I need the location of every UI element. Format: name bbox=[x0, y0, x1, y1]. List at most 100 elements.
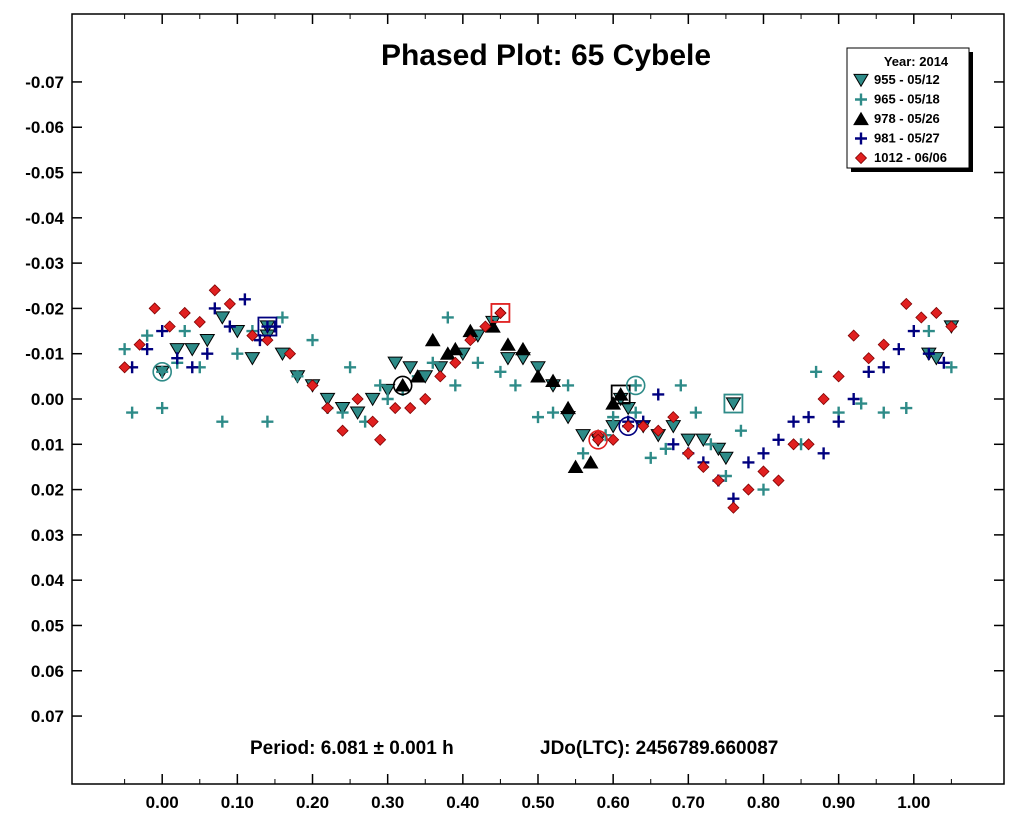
data-point bbox=[364, 392, 381, 407]
data-point bbox=[930, 306, 943, 320]
data-point bbox=[261, 415, 274, 428]
y-tick-label: -0.04 bbox=[25, 209, 64, 228]
data-point bbox=[612, 387, 629, 401]
series-1 bbox=[118, 311, 958, 496]
series-3 bbox=[126, 293, 950, 505]
data-point bbox=[148, 302, 161, 315]
data-point bbox=[817, 392, 830, 406]
data-point bbox=[652, 388, 665, 401]
data-point bbox=[620, 401, 637, 416]
highlight-circle bbox=[625, 375, 646, 396]
data-point bbox=[667, 438, 680, 451]
data-point bbox=[171, 352, 184, 365]
data-point bbox=[276, 311, 289, 324]
data-point bbox=[494, 306, 507, 320]
data-point bbox=[725, 397, 742, 411]
data-point bbox=[727, 501, 740, 514]
highlight-square bbox=[723, 393, 744, 414]
data-point bbox=[787, 415, 800, 428]
data-point bbox=[832, 415, 845, 428]
data-point bbox=[449, 379, 462, 392]
data-point bbox=[877, 361, 890, 374]
data-point bbox=[223, 297, 236, 310]
data-point bbox=[156, 325, 169, 338]
data-point bbox=[500, 337, 516, 351]
data-point bbox=[374, 379, 387, 392]
data-point bbox=[682, 447, 695, 460]
legend-marker bbox=[853, 73, 869, 88]
data-point bbox=[349, 406, 366, 420]
data-point bbox=[877, 406, 890, 419]
data-point bbox=[802, 411, 815, 424]
data-point bbox=[734, 424, 747, 437]
legend-marker bbox=[855, 132, 867, 145]
x-tick-label: 1.00 bbox=[897, 793, 930, 812]
data-point bbox=[118, 361, 131, 374]
data-point bbox=[622, 420, 635, 433]
data-point bbox=[351, 392, 364, 406]
data-point bbox=[409, 369, 426, 383]
legend-label: 965 - 05/18 bbox=[874, 92, 940, 107]
data-point bbox=[126, 406, 139, 419]
series-2 bbox=[394, 319, 629, 474]
data-point bbox=[832, 370, 845, 383]
data-point bbox=[547, 406, 560, 419]
x-tick-label: 0.30 bbox=[371, 793, 404, 812]
data-point bbox=[704, 438, 717, 451]
data-point bbox=[802, 438, 815, 451]
data-point bbox=[877, 338, 890, 351]
data-point bbox=[424, 332, 441, 347]
data-point bbox=[387, 356, 404, 371]
data-point bbox=[915, 311, 928, 324]
data-point bbox=[379, 383, 396, 398]
x-tick-label: 0.50 bbox=[521, 793, 554, 812]
legend-title: Year: 2014 bbox=[884, 54, 949, 69]
data-point bbox=[532, 411, 544, 424]
data-point bbox=[719, 470, 732, 482]
highlight-circle bbox=[392, 375, 413, 396]
chart-title: Phased Plot: 65 Cybele bbox=[381, 39, 711, 72]
data-point bbox=[509, 379, 522, 392]
data-point bbox=[447, 341, 464, 356]
y-tick-label: -0.07 bbox=[25, 73, 64, 92]
data-point bbox=[515, 341, 531, 356]
data-point bbox=[545, 373, 561, 387]
legend-item: 981 - 05/27 bbox=[855, 131, 940, 146]
y-tick-label: 0.05 bbox=[31, 616, 64, 635]
data-point bbox=[862, 352, 875, 365]
data-point bbox=[637, 420, 650, 433]
data-point bbox=[582, 455, 599, 469]
series-4 bbox=[118, 284, 958, 514]
data-point bbox=[667, 411, 680, 424]
data-point bbox=[178, 325, 191, 338]
data-point bbox=[133, 338, 146, 351]
data-point bbox=[306, 334, 319, 347]
data-point bbox=[231, 347, 244, 360]
x-tick-label: 0.60 bbox=[597, 793, 630, 812]
data-point bbox=[695, 433, 712, 448]
data-point bbox=[402, 361, 419, 375]
epoch-label: JDo(LTC): 2456789.660087 bbox=[540, 738, 778, 759]
data-point bbox=[186, 361, 199, 374]
x-tick-label: 0.80 bbox=[747, 793, 780, 812]
data-point bbox=[199, 334, 216, 348]
data-point bbox=[718, 451, 734, 466]
y-tick-label: 0.03 bbox=[31, 526, 64, 545]
data-point bbox=[336, 424, 349, 437]
tick-labels: 0.00 0.10 0.20 0.30 0.40 0.50 0.60 0.70 0.80 0.90… bbox=[25, 73, 930, 812]
data-point bbox=[306, 379, 319, 392]
data-point bbox=[644, 451, 657, 464]
data-point bbox=[201, 347, 214, 360]
data-point bbox=[432, 361, 449, 375]
data-point bbox=[419, 392, 432, 406]
x-tick-label: 0.10 bbox=[221, 793, 254, 812]
data-point bbox=[319, 392, 336, 407]
data-point bbox=[810, 365, 823, 378]
data-point bbox=[907, 325, 920, 338]
data-point bbox=[426, 356, 439, 369]
data-point bbox=[404, 401, 417, 415]
legend-item: 965 - 05/18 bbox=[855, 92, 940, 107]
data-point bbox=[757, 483, 770, 496]
data-point bbox=[434, 370, 447, 383]
